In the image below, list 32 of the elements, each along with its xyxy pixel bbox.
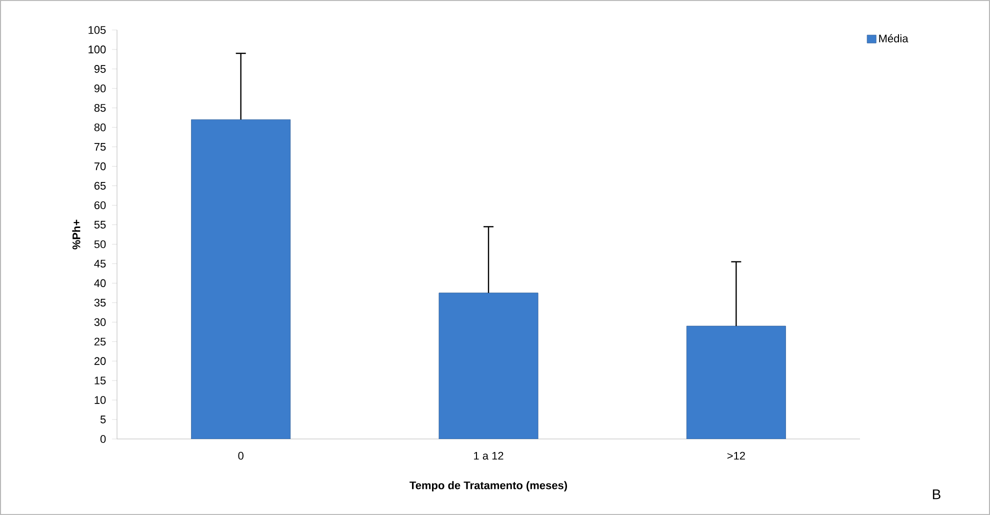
y-tick-label: 75 bbox=[94, 143, 106, 151]
x-tick-label: 1 a 12 bbox=[474, 452, 504, 460]
y-tick-label: 65 bbox=[94, 182, 106, 190]
y-tick-label: 45 bbox=[94, 260, 106, 268]
y-tick-label: 5 bbox=[100, 416, 106, 424]
y-tick-label: 25 bbox=[94, 338, 106, 346]
y-tick-label: 30 bbox=[94, 318, 106, 326]
y-tick-label: 55 bbox=[94, 220, 106, 229]
bar bbox=[438, 292, 538, 439]
y-tick-label: 15 bbox=[94, 376, 106, 384]
y-tick-label: 0 bbox=[100, 435, 106, 443]
y-tick-label: 40 bbox=[94, 279, 106, 288]
y-tick-label: 70 bbox=[94, 162, 106, 170]
bar bbox=[686, 326, 786, 439]
y-tick-label: 35 bbox=[94, 298, 106, 307]
x-tick-label: >12 bbox=[727, 452, 745, 460]
y-tick-label: 95 bbox=[94, 65, 106, 73]
legend-label: Média bbox=[879, 34, 908, 42]
y-tick-label: 90 bbox=[94, 84, 106, 92]
y-axis-title: %Ph+ bbox=[72, 220, 80, 250]
y-tick-label: 85 bbox=[94, 104, 106, 112]
y-tick-label: 60 bbox=[94, 201, 106, 210]
text: B bbox=[932, 489, 940, 500]
y-tick-label: 80 bbox=[94, 123, 106, 132]
y-tick-label: 100 bbox=[88, 46, 106, 54]
y-tick-label: 20 bbox=[94, 357, 106, 365]
y-tick-label: 10 bbox=[94, 396, 106, 404]
y-tick-label: 105 bbox=[88, 26, 106, 34]
bar bbox=[191, 119, 291, 439]
y-tick-label: 50 bbox=[94, 240, 106, 248]
x-tick-label: 0 bbox=[238, 452, 244, 460]
x-axis-title: Tempo de Tratamento (meses) bbox=[410, 481, 567, 492]
